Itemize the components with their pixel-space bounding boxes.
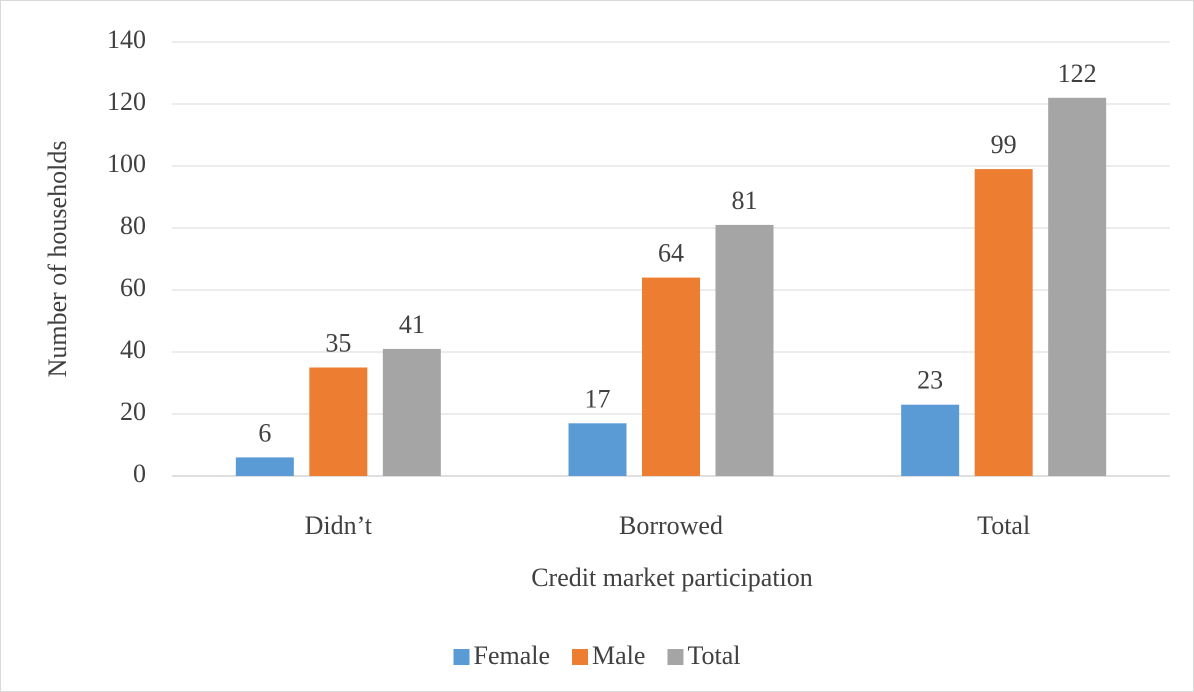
x-tick-label: Total (977, 511, 1030, 540)
data-label: 6 (258, 418, 271, 447)
data-label: 64 (658, 239, 684, 268)
data-label: 99 (991, 130, 1017, 159)
data-label: 17 (585, 384, 611, 413)
y-tick-label: 140 (107, 25, 146, 54)
bar (235, 457, 294, 476)
bar (642, 277, 700, 476)
bar (901, 404, 960, 476)
legend-swatch (572, 649, 589, 665)
data-label: 35 (325, 328, 351, 357)
legend-swatch (453, 649, 470, 665)
bar (568, 423, 627, 476)
legend-swatch (667, 649, 684, 665)
y-tick-label: 0 (133, 459, 146, 488)
bar (382, 348, 441, 476)
legend-label: Female (473, 641, 550, 670)
x-axis-title: Credit market participation (531, 563, 813, 592)
data-label: 41 (399, 310, 425, 339)
bar (309, 367, 368, 476)
legend-label: Male (592, 641, 645, 670)
y-tick-label: 40 (120, 335, 146, 364)
bar (974, 169, 1033, 476)
data-label: 81 (732, 186, 758, 215)
legend-label: Total (687, 641, 740, 670)
y-tick-label: 20 (120, 397, 146, 426)
y-tick-label: 80 (120, 211, 146, 240)
y-tick-label: 100 (107, 149, 146, 178)
bar (1048, 97, 1107, 477)
y-axis-title: Number of households (43, 141, 72, 378)
data-label: 122 (1058, 59, 1097, 88)
bar (715, 224, 774, 476)
x-tick-label: Borrowed (619, 511, 723, 540)
y-tick-label: 60 (120, 273, 146, 302)
x-tick-label: Didn’t (305, 511, 373, 540)
data-label: 23 (917, 366, 943, 395)
y-tick-label: 120 (107, 87, 146, 116)
